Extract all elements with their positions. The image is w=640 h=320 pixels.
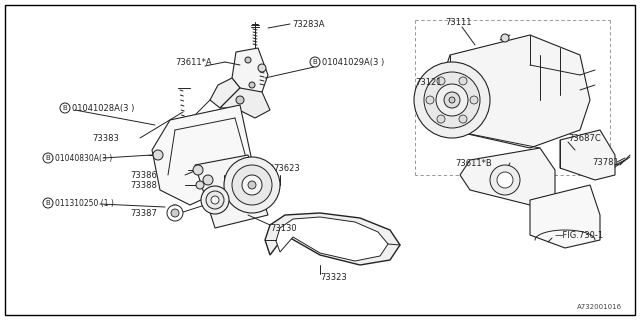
Text: 73383: 73383	[92, 133, 119, 142]
Text: 73386: 73386	[130, 171, 157, 180]
Polygon shape	[220, 88, 270, 118]
Text: 73387: 73387	[130, 209, 157, 218]
Text: 73687C: 73687C	[568, 133, 601, 142]
Text: 73623: 73623	[273, 164, 300, 172]
Circle shape	[490, 165, 520, 195]
Circle shape	[167, 205, 183, 221]
Circle shape	[193, 165, 203, 175]
Circle shape	[201, 186, 229, 214]
Circle shape	[245, 57, 251, 63]
Circle shape	[60, 103, 70, 113]
Text: —FIG.730-1: —FIG.730-1	[555, 230, 604, 239]
Text: 011310250 (1 ): 011310250 (1 )	[55, 198, 114, 207]
Polygon shape	[276, 217, 388, 261]
Circle shape	[206, 191, 224, 209]
Circle shape	[444, 92, 460, 108]
Text: 73388: 73388	[130, 180, 157, 189]
Circle shape	[224, 157, 280, 213]
Circle shape	[258, 64, 266, 72]
Circle shape	[196, 181, 204, 189]
Text: 73781: 73781	[592, 157, 619, 166]
Circle shape	[459, 115, 467, 123]
Circle shape	[203, 175, 213, 185]
Circle shape	[236, 96, 244, 104]
Circle shape	[43, 153, 53, 163]
Circle shape	[449, 97, 455, 103]
Text: B: B	[312, 59, 317, 65]
Text: 73611*A: 73611*A	[175, 58, 212, 67]
Circle shape	[171, 209, 179, 217]
Circle shape	[436, 84, 468, 116]
Polygon shape	[460, 148, 555, 205]
Circle shape	[426, 96, 434, 104]
Circle shape	[437, 115, 445, 123]
Polygon shape	[210, 78, 240, 108]
Circle shape	[153, 150, 163, 160]
Text: 73283A: 73283A	[292, 20, 324, 28]
Circle shape	[470, 96, 478, 104]
Text: 73130: 73130	[270, 223, 296, 233]
Text: B: B	[45, 200, 51, 206]
Polygon shape	[265, 213, 400, 265]
Polygon shape	[440, 35, 590, 148]
Circle shape	[43, 198, 53, 208]
Circle shape	[248, 181, 256, 189]
Polygon shape	[152, 105, 255, 205]
Circle shape	[424, 72, 480, 128]
Circle shape	[310, 57, 320, 67]
Circle shape	[501, 34, 509, 42]
Text: A732001016: A732001016	[577, 304, 622, 310]
Text: 73121: 73121	[415, 77, 442, 86]
Text: 01041028A(3 ): 01041028A(3 )	[72, 103, 134, 113]
Text: B: B	[45, 155, 51, 161]
Circle shape	[497, 172, 513, 188]
Circle shape	[232, 165, 272, 205]
Text: 73611*B: 73611*B	[455, 158, 492, 167]
Polygon shape	[560, 130, 615, 180]
Circle shape	[242, 175, 262, 195]
Circle shape	[249, 82, 255, 88]
Circle shape	[211, 196, 219, 204]
Text: B: B	[63, 105, 67, 111]
Text: 01040830A(3 ): 01040830A(3 )	[55, 154, 112, 163]
Circle shape	[170, 205, 180, 215]
Text: 01041029A(3 ): 01041029A(3 )	[322, 58, 384, 67]
Polygon shape	[195, 155, 268, 228]
Text: 73111: 73111	[445, 18, 472, 27]
Polygon shape	[232, 48, 268, 95]
Circle shape	[437, 77, 445, 85]
Polygon shape	[530, 185, 600, 248]
Circle shape	[459, 77, 467, 85]
Text: 73323: 73323	[320, 274, 347, 283]
Circle shape	[414, 62, 490, 138]
